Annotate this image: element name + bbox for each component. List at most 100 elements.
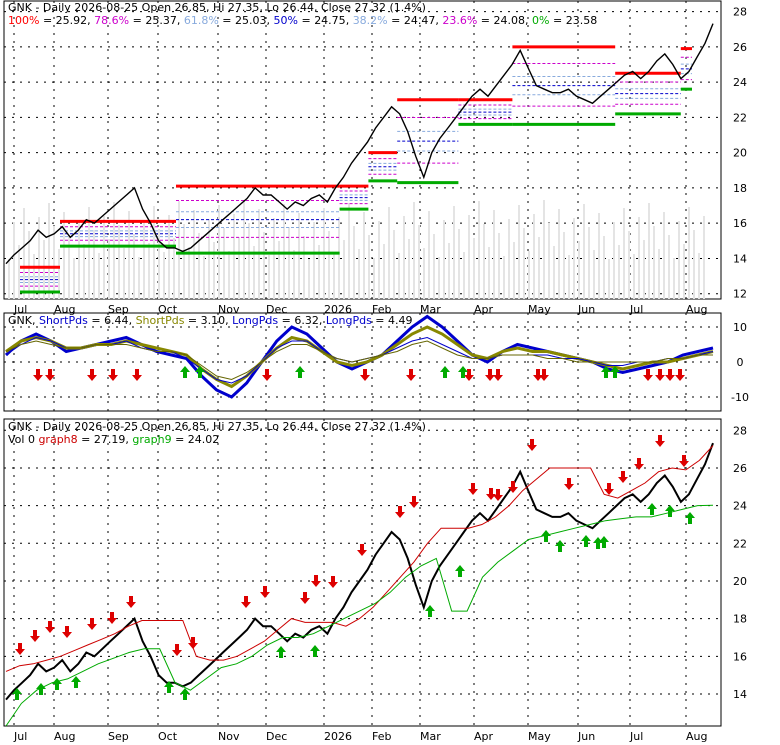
signal-sell-arrow	[311, 575, 321, 587]
volume-bar	[238, 237, 240, 299]
signal-panel-frame	[3, 418, 722, 727]
volume-bar	[418, 225, 420, 299]
volume-bar	[688, 207, 690, 299]
month-tick-label: Apr	[474, 303, 494, 316]
signal-sell-arrow	[126, 596, 136, 608]
signal-buy-arrow	[310, 645, 320, 657]
volume-bar	[618, 245, 620, 299]
buy-arrow	[440, 366, 450, 378]
volume-bar	[18, 245, 20, 299]
signal-buy-arrow	[276, 646, 286, 658]
sell-arrow	[643, 369, 653, 381]
signal-sell-arrow	[468, 483, 478, 495]
buy-arrow	[295, 366, 305, 378]
volume-bar	[73, 258, 75, 299]
fib-50-label: 50%	[274, 14, 298, 27]
volume-bar	[573, 218, 575, 299]
month-tick-label: Aug	[54, 303, 75, 316]
signal-y-tick: 20	[733, 575, 747, 588]
price-series-line	[5, 23, 714, 265]
price-y-tick: 24	[733, 76, 747, 89]
volume-bar	[463, 252, 465, 299]
signal-sell-arrow	[679, 455, 689, 467]
osc-short1-label: ShortPds	[39, 314, 88, 327]
volume-bar	[228, 251, 230, 299]
volume-bar	[448, 243, 450, 299]
signal-sell-arrow	[508, 481, 518, 493]
signal-buy-arrow	[685, 512, 695, 524]
volume-bar	[578, 241, 580, 299]
volume-bar	[298, 213, 300, 299]
fib-0-value: 23.58	[566, 14, 598, 27]
volume-bar	[648, 203, 650, 299]
signal-sell-arrow	[395, 506, 405, 518]
month-tick-label: May	[528, 303, 551, 316]
month-tick-label: Nov	[218, 303, 240, 316]
volume-bar	[173, 238, 175, 299]
buy-arrow	[610, 366, 620, 378]
month-tick-label: 2026	[324, 730, 352, 743]
volume-bar	[243, 200, 245, 299]
fib-100-value: 25.92	[56, 14, 88, 27]
volume-bar	[78, 221, 80, 299]
osc-long2-label: LongPds	[326, 314, 372, 327]
volume-bar	[38, 217, 40, 299]
volume-bar	[383, 244, 385, 299]
signal-series-line	[5, 504, 714, 727]
volume-bar	[628, 231, 630, 299]
fib-50-value: 24.75	[314, 14, 346, 27]
volume-bar	[223, 228, 225, 299]
volume-bar	[678, 221, 680, 299]
month-tick-label: Mar	[420, 730, 441, 743]
volume-bar	[208, 219, 210, 299]
month-tick-label: Aug	[686, 730, 707, 743]
volume-bar	[353, 226, 355, 299]
volume-bar	[588, 227, 590, 299]
oscillator-legend: GNK, ShortPds = 6.44, ShortPds = 3.10, L…	[8, 314, 413, 327]
month-tick-label: Dec	[266, 730, 287, 743]
signal-sell-arrow	[15, 643, 25, 655]
fib-0-label: 0%	[532, 14, 549, 27]
price-y-tick: 18	[733, 182, 747, 195]
volume-bar	[143, 220, 145, 299]
graph8-label: graph8	[38, 433, 77, 446]
buy-arrow	[195, 366, 205, 378]
volume-bar	[128, 211, 130, 299]
signal-sell-arrow	[486, 488, 496, 500]
sell-arrow	[533, 369, 543, 381]
volume-bar	[608, 259, 610, 299]
volume-bar	[123, 248, 125, 299]
volume-bar	[398, 253, 400, 299]
oscillator-series-line	[5, 340, 713, 381]
volume-bar	[493, 210, 495, 299]
volume-bar	[503, 256, 505, 299]
fib-382-label: 38.2%	[353, 14, 388, 27]
signal-buy-arrow	[599, 536, 609, 548]
fib-618-value: 25.03	[235, 14, 267, 27]
volume-bar	[693, 230, 695, 299]
signal-grid	[4, 419, 721, 726]
osc-long1-value: 6.32	[294, 314, 319, 327]
volume-bar	[433, 234, 435, 299]
graph9-label: graph9	[132, 433, 171, 446]
sell-arrow	[33, 369, 43, 381]
volume-bars	[8, 200, 705, 299]
signal-buy-arrow	[71, 676, 81, 688]
volume-bar	[48, 203, 50, 299]
osc-short2-value: 3.10	[201, 314, 226, 327]
month-tick-label: 2026	[324, 303, 352, 316]
oscillator-lines	[4, 314, 714, 399]
volume-bar	[403, 216, 405, 299]
volume-bar	[538, 237, 540, 299]
signal-y-tick: 24	[733, 500, 747, 513]
signal-buy-arrow	[593, 537, 603, 549]
price-line	[5, 23, 714, 265]
signal-buy-arrow	[52, 678, 62, 690]
volume-bar	[683, 244, 685, 299]
month-tick-label: May	[528, 730, 551, 743]
signal-buy-arrow	[541, 530, 551, 542]
signal-y-tick: 26	[733, 462, 747, 475]
volume-bar	[168, 215, 170, 299]
graph9-value: 24.02	[188, 433, 220, 446]
fib-236-value: 24.08	[494, 14, 526, 27]
